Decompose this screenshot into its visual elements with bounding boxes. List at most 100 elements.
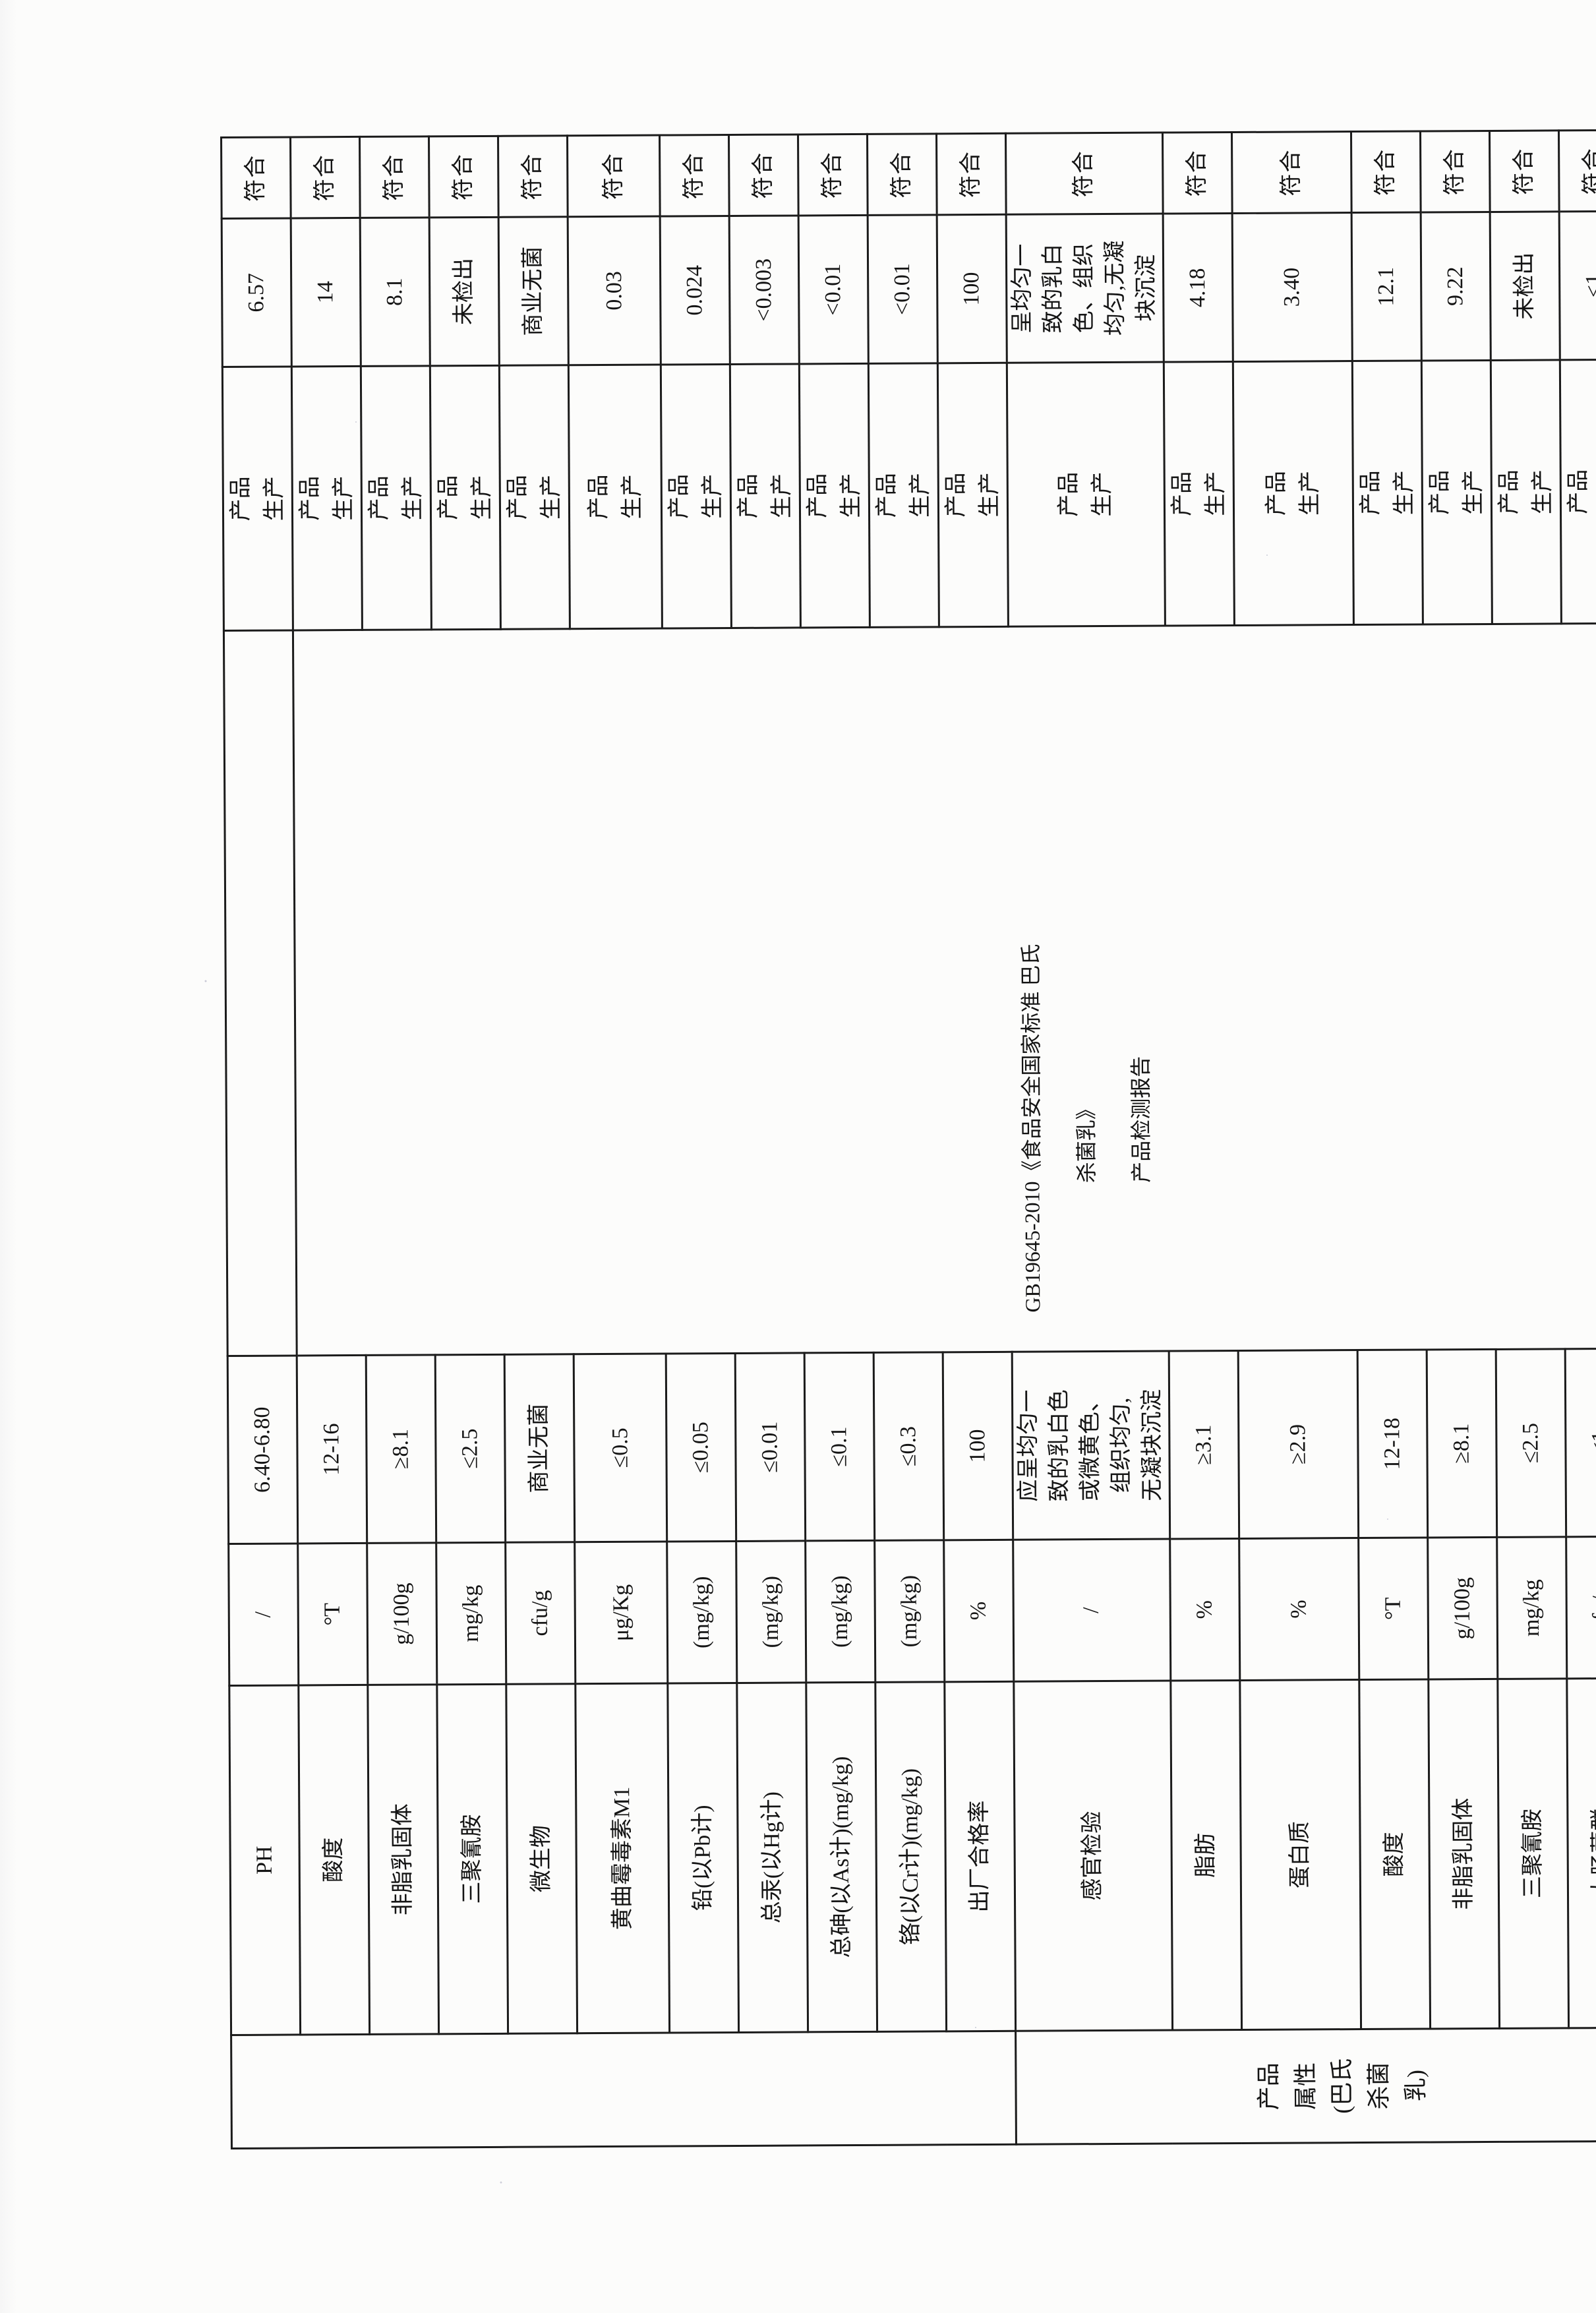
- cell-producer: 产品生产: [1232, 361, 1353, 626]
- cell-basis-empty: [223, 630, 297, 1356]
- cell-item: 三聚氰胺: [1497, 1678, 1569, 2029]
- product-attribute-label: 产品属性(巴氏杀菌乳): [1255, 2058, 1429, 2114]
- cell-verdict: 符合: [728, 134, 799, 216]
- cell-standard: ≤2.5: [1495, 1348, 1566, 1538]
- cell-standard: ≤0.01: [735, 1352, 806, 1542]
- inspection-table: PH / 6.40-6.80 产品生产 6.57 符合 酸度 °T 12-16 …: [220, 129, 1596, 2149]
- cell-unit: (mg/kg): [736, 1540, 806, 1683]
- producer-label: 产品生产: [874, 472, 933, 518]
- cell-producer: 产品生产: [1163, 361, 1234, 626]
- producer-label: 产品生产: [666, 473, 726, 519]
- producer-label: 产品生产: [805, 473, 864, 518]
- cell-unit: (mg/kg): [805, 1540, 875, 1683]
- cell-unit: g/100g: [1427, 1537, 1498, 1679]
- cell-verdict: 符合: [359, 136, 430, 218]
- sensory-result-text: 呈均匀一致的乳白色、组织均匀,无凝块沉淀: [1009, 240, 1159, 336]
- cell-item: 脂肪: [1170, 1680, 1242, 2031]
- cell-unit: %: [943, 1540, 1014, 1682]
- cell-standard: 应呈均匀一致的乳白色或微黄色、组织均匀,无凝块沉淀: [1012, 1351, 1170, 1540]
- cell-item: 出厂合格率: [944, 1681, 1016, 2031]
- cell-unit: (mg/kg): [666, 1541, 737, 1684]
- cell-verdict: 符合: [1162, 132, 1232, 214]
- cell-result: 3.40: [1231, 212, 1352, 362]
- cell-producer: 产品生产: [1559, 359, 1596, 624]
- producer-label: 产品生产: [943, 472, 1003, 518]
- cell-standard: ≥8.1: [1426, 1349, 1497, 1538]
- cell-verdict: 符合: [221, 136, 291, 219]
- cell-item: 总汞(以Hg计): [736, 1682, 808, 2033]
- cell-standard: 12-16: [297, 1355, 367, 1544]
- producer-label: 产品生产: [1496, 469, 1555, 515]
- cell-producer: 产品生产: [430, 365, 501, 630]
- cell-result: <0.003: [729, 215, 800, 365]
- cell-producer: 产品生产: [1007, 362, 1165, 627]
- producer-label: 产品生产: [436, 475, 495, 520]
- producer-label: 产品生产: [1169, 471, 1228, 517]
- cell-item: 酸度: [1359, 1679, 1431, 2029]
- basis-line-1: GB19645-2010《食品安全国家标准 巴氏: [1018, 944, 1044, 1313]
- cell-standard: <1: [1564, 1348, 1596, 1537]
- cell-unit: cfu/g: [505, 1542, 576, 1685]
- cell-result: <0.01: [868, 214, 938, 364]
- producer-label: 产品生产: [505, 474, 564, 520]
- cell-verdict: 符合: [936, 133, 1007, 215]
- cell-result: 9.22: [1420, 212, 1491, 361]
- cell-verdict: 符合: [798, 134, 868, 216]
- producer-label: 产品生产: [367, 475, 426, 521]
- cell-producer: 产品生产: [361, 365, 432, 630]
- producer-label: 产品生产: [1358, 470, 1417, 516]
- inspection-basis-note: GB19645-2010《食品安全国家标准 巴氏 杀菌乳》 产品检测报告: [1003, 943, 1169, 1312]
- cell-unit: °T: [1358, 1537, 1429, 1680]
- cell-verdict: 符合: [498, 135, 568, 218]
- cell-item: PH: [229, 1685, 301, 2035]
- cell-result: 未检出: [1489, 211, 1560, 361]
- cell-unit: cfu/g: [1566, 1536, 1596, 1679]
- cell-standard: ≤0.1: [804, 1352, 875, 1541]
- producer-label: 产品生产: [1264, 470, 1322, 516]
- cell-item: 三聚氰胺: [436, 1684, 508, 2034]
- cell-result: 呈均匀一致的乳白色、组织均匀,无凝块沉淀: [1006, 214, 1164, 363]
- basis-line-3: 产品检测报告: [1129, 1056, 1154, 1183]
- cell-unit: (mg/kg): [874, 1540, 945, 1683]
- cell-result: <0.01: [798, 215, 869, 364]
- cell-standard: ≥3.1: [1168, 1350, 1239, 1540]
- cell-item: 铬(以Cr计)(mg/kg): [875, 1681, 947, 2032]
- producer-label: 产品生产: [1427, 469, 1486, 515]
- cell-verdict: 符合: [1558, 130, 1596, 212]
- cell-result: 14: [291, 218, 361, 367]
- cell-verdict: 符合: [1489, 130, 1559, 212]
- cell-standard: 6.40-6.80: [227, 1355, 298, 1544]
- cell-verdict: 符合: [567, 135, 661, 217]
- cell-result: 4.18: [1162, 213, 1233, 363]
- cell-item: 感官检验: [1013, 1681, 1173, 2031]
- cell-unit: /: [228, 1543, 299, 1686]
- cell-unit: %: [1169, 1538, 1240, 1681]
- rotated-table-wrapper: PH / 6.40-6.80 产品生产 6.57 符合 酸度 °T 12-16 …: [220, 130, 1596, 2149]
- cell-unit: /: [1013, 1539, 1171, 1682]
- cell-unit: °T: [297, 1543, 368, 1685]
- cell-producer: 产品生产: [799, 363, 870, 628]
- cell-producer: 产品生产: [499, 365, 570, 630]
- cell-item: 黄曲霉毒素M1: [575, 1683, 670, 2033]
- cell-unit: mg/kg: [436, 1542, 506, 1685]
- cell-producer: 产品生产: [937, 363, 1009, 627]
- cell-result: 100: [937, 214, 1007, 363]
- cell-verdict: 符合: [429, 136, 499, 218]
- sensory-standard-text: 应呈均匀一致的乳白色或微黄色、组织均匀,无凝块沉淀: [1015, 1389, 1165, 1502]
- cell-result: 8.1: [360, 217, 430, 367]
- cell-item: 非脂乳固体: [1428, 1679, 1500, 2029]
- cell-unit: %: [1239, 1538, 1359, 1681]
- cell-producer: 产品生产: [1490, 359, 1561, 624]
- cell-verdict: 符合: [1420, 131, 1490, 213]
- cell-standard: 商业无菌: [504, 1354, 575, 1543]
- cell-producer: 产品生产: [868, 363, 939, 628]
- cell-verdict: 符合: [867, 133, 937, 216]
- cell-verdict: 符合: [1351, 131, 1421, 213]
- cell-item: 蛋白质: [1239, 1679, 1361, 2030]
- cell-unit: mg/kg: [1496, 1536, 1567, 1679]
- cell-item: 非脂乳固体: [367, 1684, 439, 2035]
- producer-label: 产品生产: [736, 473, 795, 519]
- basis-line-2: 杀菌乳》: [1074, 1098, 1099, 1184]
- cell-item: 微生物: [506, 1683, 577, 2034]
- table-row: PH / 6.40-6.80 产品生产 6.57 符合: [221, 136, 1017, 2149]
